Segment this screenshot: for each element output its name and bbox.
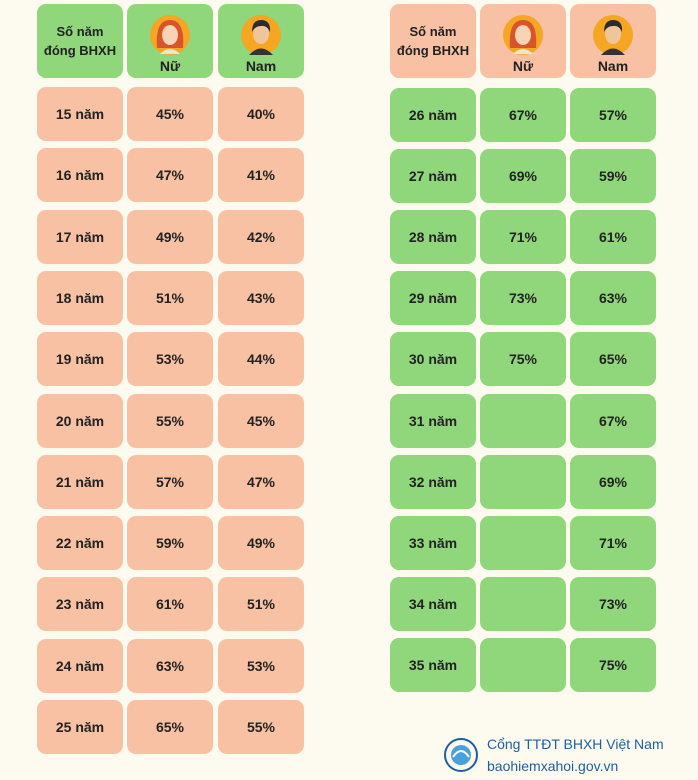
rate-cell: 53% (218, 638, 304, 693)
year-cell: 23 năm (37, 577, 123, 632)
rate-cell: 43% (218, 270, 304, 325)
female-avatar (150, 15, 190, 55)
rate-cell: 71% (480, 210, 566, 265)
header-text: Số năm (56, 24, 104, 39)
header-cell: Số năm đóng BHXH (37, 4, 123, 78)
year-cell: 35 năm (390, 637, 476, 692)
rate-cell: 53% (127, 332, 213, 387)
rate-cell: 45% (127, 87, 213, 141)
rate-cell: 75% (570, 637, 656, 692)
year-cell: 16 năm (37, 148, 123, 203)
rate-cell: 59% (570, 149, 656, 204)
rate-cell: 73% (480, 271, 566, 326)
rate-cell: 47% (218, 454, 304, 509)
rate-cell (480, 576, 566, 631)
rate-cell: 45% (218, 393, 304, 448)
year-cell: 18 năm (37, 270, 123, 325)
male-avatar (593, 15, 633, 55)
header-text: Nam (245, 58, 277, 74)
rate-cell: 59% (127, 516, 213, 571)
header-text: Nam (597, 58, 629, 74)
header-cell: Nam (218, 4, 304, 78)
rate-cell: 69% (570, 454, 656, 509)
year-cell: 26 năm (390, 88, 476, 142)
rate-cell: 51% (218, 577, 304, 632)
rate-cell (480, 515, 566, 570)
year-cell: 21 năm (37, 454, 123, 509)
year-cell: 34 năm (390, 576, 476, 631)
rate-cell: 73% (570, 576, 656, 631)
rate-cell: 61% (127, 577, 213, 632)
rate-cell: 44% (218, 332, 304, 387)
year-cell: 24 năm (37, 638, 123, 693)
year-cell: 20 năm (37, 393, 123, 448)
rate-cell: 41% (218, 148, 304, 203)
footer-source: Cổng TTĐT BHXH Việt Nam (487, 736, 664, 752)
rate-cell: 75% (480, 332, 566, 387)
year-cell: 29 năm (390, 271, 476, 326)
rate-cell: 71% (570, 515, 656, 570)
male-avatar (241, 15, 281, 55)
rate-cell: 42% (218, 209, 304, 264)
rate-cell: 67% (480, 88, 566, 142)
rate-cell: 63% (570, 271, 656, 326)
rate-cell: 65% (570, 332, 656, 387)
rate-cell: 49% (127, 209, 213, 264)
header-text: đóng BHXH (43, 43, 117, 58)
header-text: Nữ (512, 58, 534, 74)
year-cell: 19 năm (37, 332, 123, 387)
rate-cell: 49% (218, 516, 304, 571)
header-text: Số năm (409, 24, 457, 39)
rate-cell (480, 637, 566, 692)
year-cell: 17 năm (37, 209, 123, 264)
footer-website: baohiemxahoi.gov.vn (487, 758, 619, 774)
header-cell: Số năm đóng BHXH (390, 4, 476, 78)
header-text: Nữ (159, 58, 181, 74)
rate-cell: 63% (127, 638, 213, 693)
rate-cell: 57% (127, 454, 213, 509)
logo (444, 738, 478, 772)
rate-cell: 40% (218, 87, 304, 141)
year-cell: 33 năm (390, 515, 476, 570)
header-cell: Nữ (127, 4, 213, 78)
year-cell: 28 năm (390, 210, 476, 265)
rate-cell: 51% (127, 270, 213, 325)
year-cell: 22 năm (37, 516, 123, 571)
rate-cell: 57% (570, 88, 656, 142)
rate-cell: 55% (218, 700, 304, 754)
rate-cell: 67% (570, 393, 656, 448)
rate-cell: 61% (570, 210, 656, 265)
rate-cell: 65% (127, 700, 213, 754)
header-text: đóng BHXH (396, 43, 470, 58)
year-cell: 27 năm (390, 149, 476, 204)
rate-cell: 55% (127, 393, 213, 448)
female-avatar (503, 15, 543, 55)
rate-cell: 69% (480, 149, 566, 204)
year-cell: 25 năm (37, 700, 123, 754)
year-cell: 15 năm (37, 87, 123, 141)
header-cell: Nam (570, 4, 656, 78)
year-cell: 31 năm (390, 393, 476, 448)
header-cell: Nữ (480, 4, 566, 78)
rate-cell: 47% (127, 148, 213, 203)
year-cell: 32 năm (390, 454, 476, 509)
rate-cell (480, 454, 566, 509)
rate-cell (480, 393, 566, 448)
year-cell: 30 năm (390, 332, 476, 387)
